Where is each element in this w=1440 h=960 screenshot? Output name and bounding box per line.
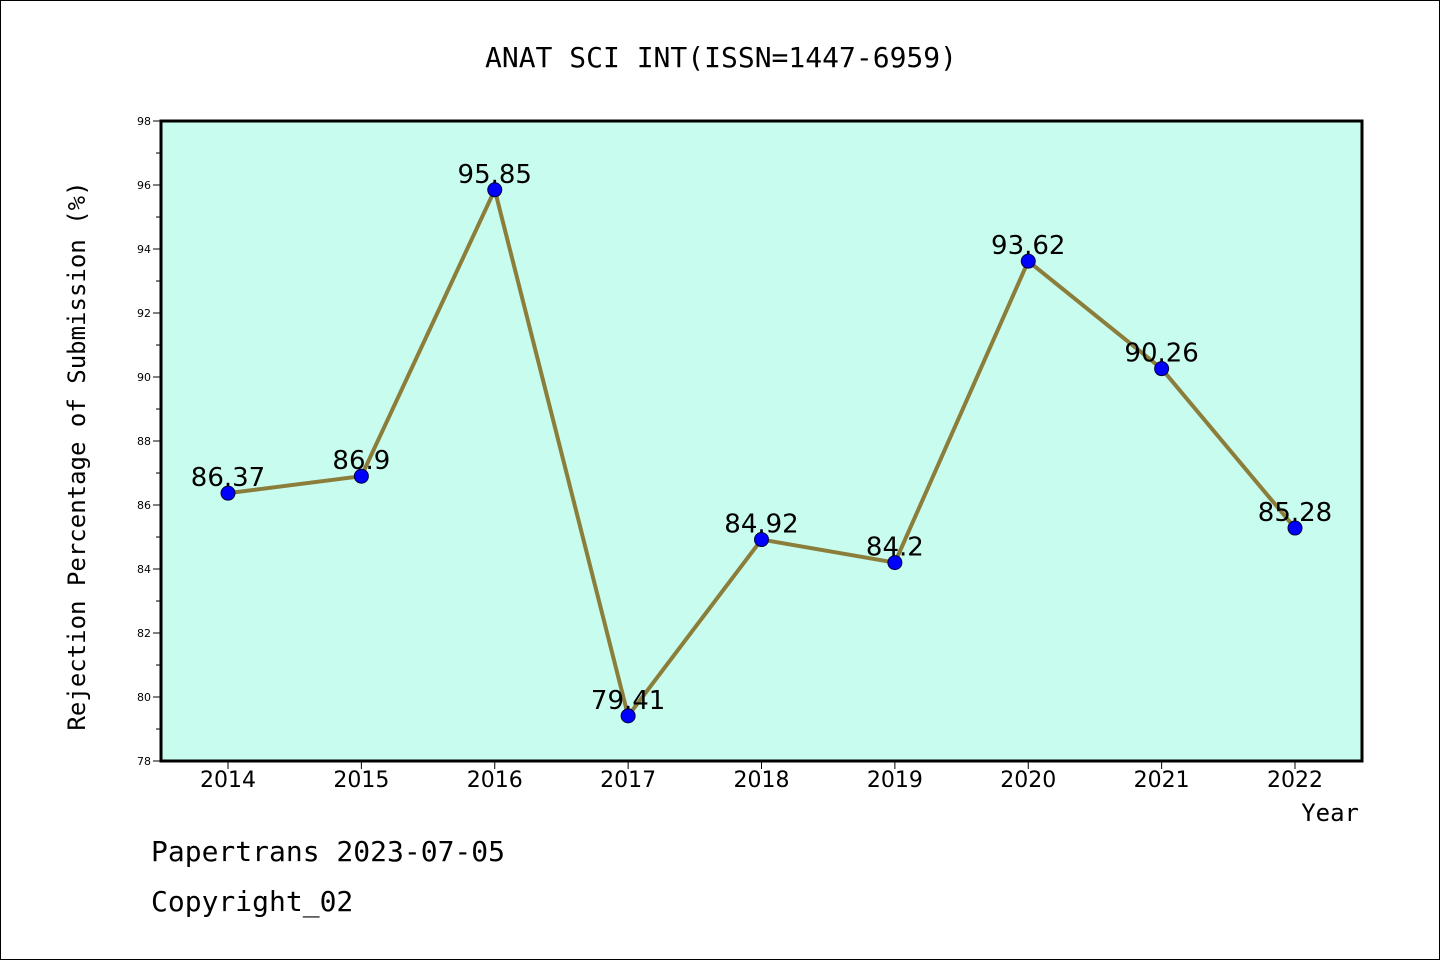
y-tick-label: 96 bbox=[137, 179, 151, 192]
plot-area bbox=[159, 119, 1364, 763]
data-point bbox=[1287, 520, 1303, 536]
series-rejection bbox=[220, 182, 1303, 724]
y-tick-label: 78 bbox=[137, 755, 151, 768]
data-point bbox=[1154, 361, 1170, 377]
x-tick-label: 2017 bbox=[600, 768, 656, 793]
footer-date: Papertrans 2023-07-05 bbox=[151, 835, 506, 868]
data-label: 85.28 bbox=[1258, 498, 1332, 528]
data-label: 95.85 bbox=[458, 160, 532, 190]
data-point bbox=[353, 468, 369, 484]
y-tick-label: 86 bbox=[137, 499, 151, 512]
data-point bbox=[220, 485, 236, 501]
x-tick-label: 2019 bbox=[867, 768, 923, 793]
x-tick-label: 2021 bbox=[1134, 768, 1190, 793]
data-label: 86.37 bbox=[191, 463, 265, 493]
y-tick-label: 98 bbox=[137, 115, 151, 128]
data-point bbox=[487, 182, 503, 198]
data-labels: 86.37 86.9 95.85 79.41 84.92 84.2 93.62 90.26 85… bbox=[191, 160, 1332, 716]
data-label: 84.92 bbox=[724, 510, 798, 540]
data-point bbox=[1020, 253, 1036, 269]
data-label: 86.9 bbox=[332, 446, 390, 476]
y-tick-label: 82 bbox=[137, 627, 151, 640]
x-tick-label: 2016 bbox=[467, 768, 523, 793]
y-tick-label: 80 bbox=[137, 691, 151, 704]
y-tick-label: 84 bbox=[137, 563, 151, 576]
y-tick-label: 92 bbox=[137, 307, 151, 320]
data-label: 84.2 bbox=[866, 533, 924, 563]
x-tick-label: 2020 bbox=[1000, 768, 1056, 793]
x-tick-label: 2022 bbox=[1267, 768, 1323, 793]
x-axis: 2014 2015 2016 2017 2018 2019 2020 2021 2022 bbox=[200, 761, 1323, 793]
y-axis-label: Rejection Percentage of Submission (%) bbox=[63, 181, 91, 730]
y-tick-label: 94 bbox=[137, 243, 151, 256]
data-point bbox=[754, 532, 769, 548]
data-label: 90.26 bbox=[1124, 339, 1198, 369]
data-label: 79.41 bbox=[591, 686, 665, 716]
y-tick-label: 90 bbox=[137, 371, 151, 384]
x-tick-label: 2014 bbox=[200, 768, 256, 793]
data-point bbox=[620, 708, 636, 724]
y-axis: 78 80 82 84 86 88 90 92 94 96 98 bbox=[137, 115, 161, 768]
data-point bbox=[887, 555, 903, 571]
data-label: 93.62 bbox=[991, 231, 1065, 261]
chart-title: ANAT SCI INT(ISSN=1447-6959) bbox=[485, 41, 957, 74]
x-tick-label: 2018 bbox=[734, 768, 790, 793]
x-tick-label: 2015 bbox=[333, 768, 389, 793]
x-axis-label: Year bbox=[1301, 799, 1359, 827]
footer-copyright: Copyright_02 bbox=[151, 885, 354, 918]
y-tick-label: 88 bbox=[137, 435, 151, 448]
